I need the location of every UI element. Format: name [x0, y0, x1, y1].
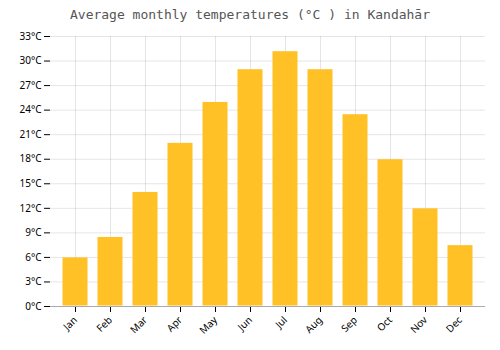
- svg-text:0°C: 0°C: [25, 299, 42, 313]
- html-text:Average monthly temperatures (: Average monthly temperatures (°C ) in Ka…: [70, 7, 430, 22]
- svg-text:3°C: 3°C: [25, 274, 42, 288]
- svg-text:Oct: Oct: [374, 313, 396, 335]
- svg-text:18°C: 18°C: [19, 151, 42, 165]
- svg-text:Aug: Aug: [302, 313, 325, 336]
- svg-text:12°C: 12°C: [19, 201, 42, 215]
- svg-text:Feb: Feb: [93, 313, 115, 335]
- svg-text:Mar: Mar: [127, 313, 150, 336]
- svg-text:Apr: Apr: [163, 313, 185, 335]
- svg-text:May: May: [196, 312, 221, 337]
- svg-text:Jan: Jan: [59, 313, 80, 334]
- svg-text:15°C: 15°C: [19, 176, 42, 190]
- svg-text:Sep: Sep: [338, 313, 360, 335]
- svg-text:21°C: 21°C: [19, 127, 42, 141]
- svg-text:9°C: 9°C: [25, 225, 42, 239]
- svg-text:6°C: 6°C: [25, 250, 42, 264]
- svg-text:Jul: Jul: [271, 313, 290, 332]
- svg-text:Jun: Jun: [234, 313, 255, 334]
- svg-text:24°C: 24°C: [19, 102, 42, 116]
- svg-text:Dec: Dec: [442, 313, 465, 336]
- svg-text:33°C: 33°C: [19, 29, 42, 43]
- svg-text:Nov: Nov: [407, 312, 431, 336]
- svg-text:30°C: 30°C: [19, 53, 42, 67]
- svg-text:27°C: 27°C: [19, 78, 42, 92]
